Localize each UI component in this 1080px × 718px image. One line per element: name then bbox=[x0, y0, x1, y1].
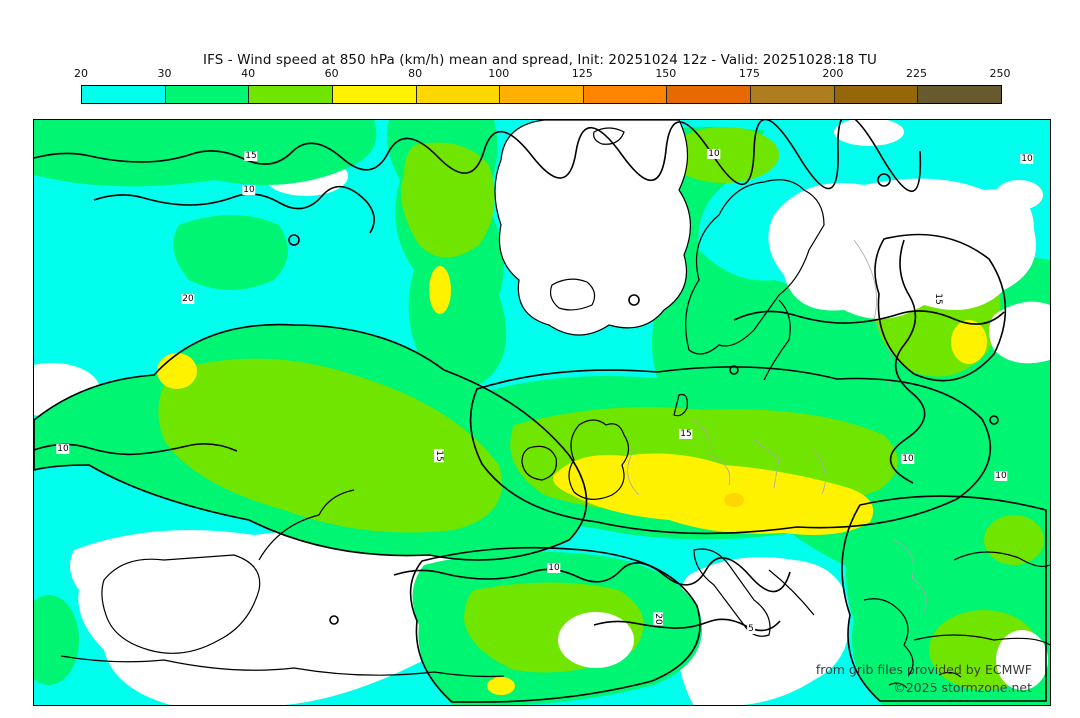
contour-label: 15 bbox=[933, 292, 943, 306]
colorbar-tick: 150 bbox=[655, 67, 677, 80]
colorbar-segment bbox=[834, 86, 919, 103]
colorbar-tick: 175 bbox=[738, 67, 760, 80]
colorbar-segment bbox=[416, 86, 501, 103]
contour-label: 5 bbox=[747, 624, 755, 634]
contour-label: 20 bbox=[653, 612, 663, 626]
colorbar-tick: 100 bbox=[488, 67, 510, 80]
contour-label: 15 bbox=[434, 449, 444, 463]
contour-label: 15 bbox=[244, 151, 258, 161]
attribution: from grib files provided by ECMWF ©2025 … bbox=[816, 661, 1032, 697]
colorbar-tick: 125 bbox=[571, 67, 593, 80]
contour-label: 10 bbox=[901, 454, 915, 464]
colorbar-tick: 20 bbox=[74, 67, 88, 80]
contour-label: 10 bbox=[547, 563, 561, 573]
colorbar-tick: 225 bbox=[905, 67, 927, 80]
attribution-copyright: ©2025 stormzone.net bbox=[893, 680, 1032, 695]
contour-label: 10 bbox=[994, 471, 1008, 481]
wind-speed-contour-map bbox=[34, 120, 1050, 705]
contour-label: 20 bbox=[181, 294, 195, 304]
colorbar-segment bbox=[918, 86, 1002, 103]
colorbar-segment bbox=[249, 86, 333, 103]
colorbar-tick: 40 bbox=[241, 67, 256, 80]
colorbar-segment bbox=[82, 86, 166, 103]
contour-label: 10 bbox=[707, 149, 721, 159]
colorbar-tick: 60 bbox=[324, 67, 339, 80]
colorbar-tick: 80 bbox=[408, 67, 423, 80]
colorbar-segment bbox=[332, 86, 417, 103]
forecast-map: 15 10 20 10 10 10 15 15 10 10 20 5 10 15… bbox=[33, 119, 1051, 706]
map-title: IFS - Wind speed at 850 hPa (km/h) mean … bbox=[203, 52, 877, 68]
colorbar bbox=[81, 85, 1002, 104]
colorbar-segment bbox=[583, 86, 668, 103]
colorbar-tick: 30 bbox=[157, 67, 172, 80]
attribution-source: from grib files provided by ECMWF bbox=[815, 662, 1032, 677]
contour-label: 15 bbox=[679, 429, 693, 439]
contour-label: 10 bbox=[1020, 154, 1034, 164]
colorbar-tick: 200 bbox=[822, 67, 844, 80]
colorbar-segment bbox=[751, 86, 835, 103]
contour-label: 10 bbox=[56, 444, 70, 454]
colorbar-tick: 250 bbox=[989, 67, 1011, 80]
colorbar-tick-labels: 20 30 40 60 80 100 125 150 175 200 225 2… bbox=[74, 67, 1011, 81]
fill-band-80-100 bbox=[724, 493, 744, 507]
contour-lines bbox=[34, 120, 1047, 703]
colorbar-segment bbox=[500, 86, 584, 103]
colorbar-segment bbox=[165, 86, 250, 103]
contour-label: 10 bbox=[242, 185, 256, 195]
colorbar-segment bbox=[667, 86, 752, 103]
